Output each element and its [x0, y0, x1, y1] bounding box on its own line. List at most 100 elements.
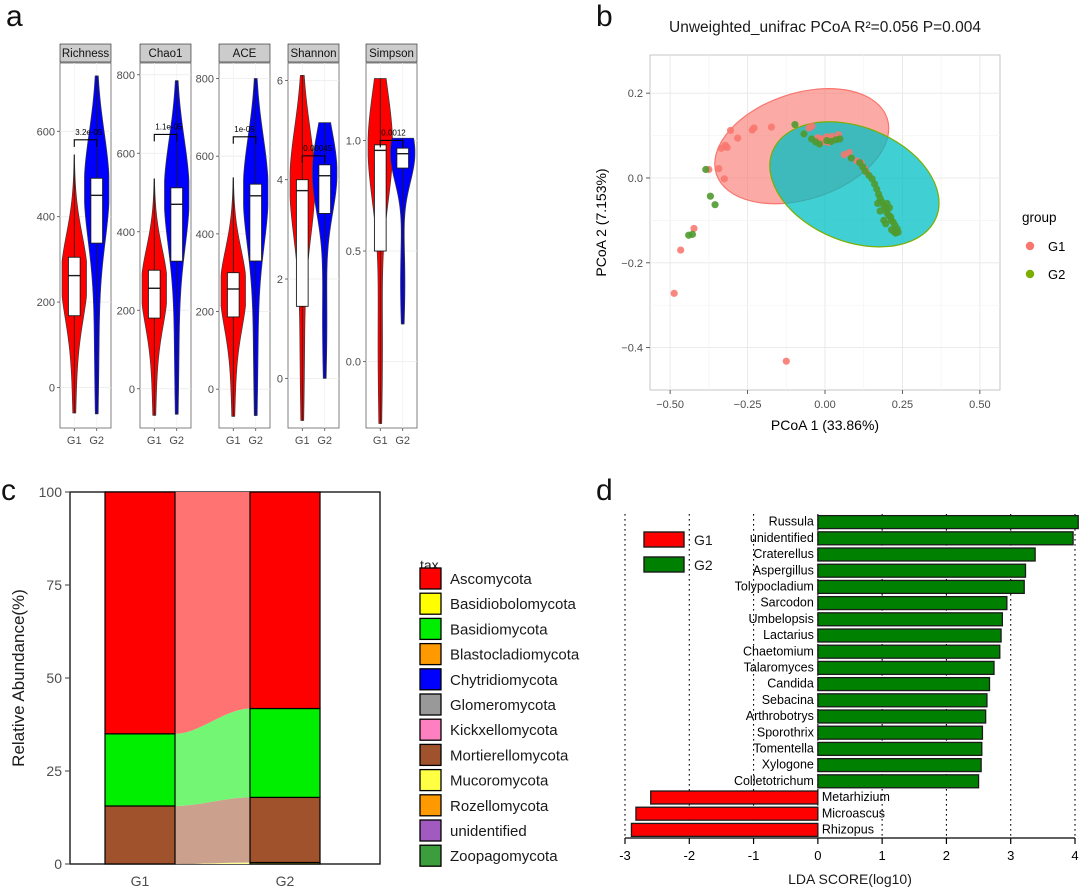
svg-text:0.50: 0.50 — [969, 399, 990, 411]
svg-text:-3: -3 — [619, 848, 631, 863]
svg-text:0.2: 0.2 — [628, 88, 643, 100]
svg-text:600: 600 — [196, 151, 214, 163]
svg-text:0.00045: 0.00045 — [303, 144, 332, 153]
svg-text:PCoA 1 (33.86%): PCoA 1 (33.86%) — [771, 417, 879, 433]
svg-text:0.0: 0.0 — [346, 357, 361, 369]
svg-text:Talaromyces: Talaromyces — [744, 661, 814, 675]
svg-text:Basidiobolomycota: Basidiobolomycota — [450, 596, 577, 613]
svg-text:PCoA 2 (7.153%): PCoA 2 (7.153%) — [593, 168, 609, 276]
svg-text:600: 600 — [37, 126, 55, 138]
svg-text:G1: G1 — [373, 435, 388, 447]
svg-text:400: 400 — [117, 227, 135, 239]
svg-text:G1: G1 — [67, 435, 82, 447]
svg-text:Zoopagomycota: Zoopagomycota — [450, 848, 558, 865]
svg-text:−0.25: −0.25 — [734, 399, 762, 411]
svg-text:2: 2 — [943, 848, 950, 863]
svg-text:−0.50: −0.50 — [656, 399, 684, 411]
svg-text:Metarhizium: Metarhizium — [822, 790, 890, 804]
svg-text:1: 1 — [879, 848, 886, 863]
svg-text:Relative Abundance(%): Relative Abundance(%) — [9, 589, 28, 767]
svg-text:G1: G1 — [1048, 239, 1065, 254]
svg-text:Sporothrix: Sporothrix — [757, 725, 815, 739]
svg-text:1.0: 1.0 — [346, 135, 361, 147]
panel-b-pcoa-plot: Unweighted_unifrac PCoA R²=0.056 P=0.004… — [593, 19, 1065, 433]
svg-text:0: 0 — [129, 384, 135, 396]
svg-text:Russula: Russula — [769, 515, 814, 529]
svg-text:Blastocladiomycota: Blastocladiomycota — [450, 647, 580, 664]
svg-text:4: 4 — [277, 175, 283, 187]
svg-text:Xylogone: Xylogone — [762, 758, 814, 772]
svg-text:0: 0 — [49, 382, 55, 394]
svg-text:unidentified: unidentified — [450, 823, 527, 840]
svg-text:4: 4 — [1071, 848, 1078, 863]
svg-text:Sarcodon: Sarcodon — [760, 596, 814, 610]
svg-text:100: 100 — [39, 484, 63, 500]
svg-text:0: 0 — [54, 856, 62, 872]
svg-text:0: 0 — [814, 848, 821, 863]
svg-text:Chao1: Chao1 — [149, 48, 183, 60]
svg-text:unidentified: unidentified — [750, 531, 814, 545]
svg-text:Sebacina: Sebacina — [762, 693, 814, 707]
svg-text:-1: -1 — [748, 848, 760, 863]
svg-text:400: 400 — [37, 212, 55, 224]
svg-text:6: 6 — [277, 75, 283, 87]
svg-text:Lactarius: Lactarius — [763, 628, 814, 642]
svg-text:Chytridiomycota: Chytridiomycota — [450, 672, 558, 689]
svg-text:1.1e-05: 1.1e-05 — [155, 122, 183, 131]
svg-text:LDA SCORE(log10): LDA SCORE(log10) — [788, 871, 912, 887]
svg-text:3.2e-05: 3.2e-05 — [75, 128, 103, 137]
svg-text:G2: G2 — [169, 435, 184, 447]
svg-text:Craterellus: Craterellus — [753, 547, 813, 561]
svg-text:0.0: 0.0 — [628, 173, 643, 185]
svg-text:3: 3 — [1007, 848, 1014, 863]
svg-text:G2: G2 — [248, 435, 263, 447]
panel-c-letter: c — [1, 474, 16, 507]
svg-text:−0.2: −0.2 — [621, 258, 643, 270]
svg-text:200: 200 — [196, 307, 214, 319]
svg-text:0: 0 — [208, 384, 214, 396]
svg-text:Rhizopus: Rhizopus — [822, 823, 874, 837]
svg-text:0.25: 0.25 — [892, 399, 913, 411]
svg-text:Ascomycota: Ascomycota — [450, 571, 532, 588]
svg-text:G1: G1 — [147, 435, 162, 447]
svg-text:400: 400 — [196, 229, 214, 241]
svg-text:Glomeromycota: Glomeromycota — [450, 697, 557, 714]
svg-text:0.5: 0.5 — [346, 246, 361, 258]
svg-text:G1: G1 — [131, 873, 150, 889]
svg-text:Kickxellomycota: Kickxellomycota — [450, 722, 558, 739]
svg-text:Rozellomycota: Rozellomycota — [450, 798, 549, 815]
svg-text:−0.4: −0.4 — [621, 343, 643, 355]
svg-text:group: group — [1022, 210, 1057, 225]
svg-text:Arthrobotrys: Arthrobotrys — [746, 709, 814, 723]
svg-text:Richness: Richness — [62, 48, 110, 60]
panel-b-letter: b — [596, 0, 613, 33]
panel-d-letter: d — [596, 474, 613, 507]
svg-text:G2: G2 — [1048, 267, 1065, 282]
panel-a-letter: a — [6, 0, 23, 33]
svg-text:200: 200 — [117, 305, 135, 317]
svg-text:200: 200 — [37, 297, 55, 309]
svg-text:800: 800 — [117, 70, 135, 82]
svg-text:G2: G2 — [694, 557, 713, 573]
svg-text:0.00: 0.00 — [814, 399, 835, 411]
svg-text:G2: G2 — [89, 435, 104, 447]
svg-text:Umbelopsis: Umbelopsis — [749, 612, 814, 626]
svg-text:Simpson: Simpson — [369, 48, 414, 60]
svg-text:-2: -2 — [684, 848, 696, 863]
svg-text:1e-05: 1e-05 — [234, 125, 255, 134]
svg-text:Tolypocladium: Tolypocladium — [735, 580, 814, 594]
svg-text:G2: G2 — [317, 435, 332, 447]
svg-text:75: 75 — [46, 577, 62, 593]
svg-text:Shannon: Shannon — [290, 48, 336, 60]
svg-text:50: 50 — [46, 670, 62, 686]
svg-text:Aspergillus: Aspergillus — [753, 563, 814, 577]
svg-text:Unweighted_unifrac PCoA R²=0.0: Unweighted_unifrac PCoA R²=0.056 P=0.004 — [669, 19, 981, 36]
svg-text:Mucoromycota: Mucoromycota — [450, 773, 549, 790]
svg-text:Colletotrichum: Colletotrichum — [734, 774, 814, 788]
svg-text:0.0012: 0.0012 — [381, 128, 406, 137]
svg-text:ACE: ACE — [233, 48, 257, 60]
svg-text:Tomentella: Tomentella — [753, 742, 813, 756]
